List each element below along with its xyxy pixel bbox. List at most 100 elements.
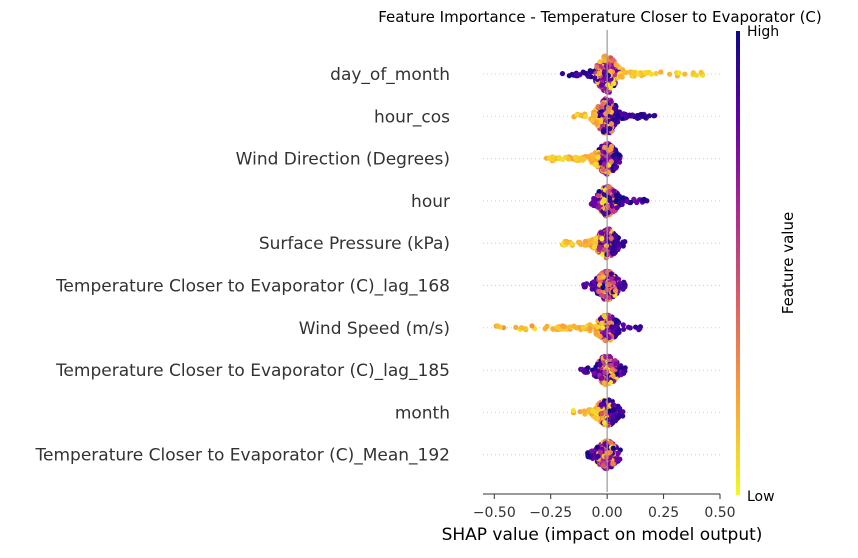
shap-point — [601, 380, 608, 386]
feature-label: Temperature Closer to Evaporator (C)_lag… — [55, 277, 450, 297]
shap-point — [564, 239, 570, 246]
shap-point — [610, 280, 617, 286]
x-tick-label: 0.00 — [592, 505, 623, 521]
shap-point — [594, 415, 601, 422]
shap-point — [610, 244, 616, 251]
shap-point — [599, 292, 605, 298]
shap-point — [620, 241, 626, 247]
shap-point — [610, 407, 616, 413]
shap-point — [615, 450, 621, 456]
shap-point — [638, 111, 644, 118]
shap-point — [580, 69, 586, 75]
shap-point — [613, 198, 619, 204]
shap-point — [651, 113, 657, 119]
shap-point — [595, 154, 601, 160]
shap-point — [623, 69, 629, 76]
shap-point — [610, 414, 616, 420]
shap-point — [602, 247, 608, 253]
shap-point — [600, 251, 606, 257]
shap-point — [570, 408, 577, 414]
shap-point — [608, 146, 614, 152]
shap-point — [592, 75, 598, 81]
shap-point — [529, 323, 535, 329]
shap-point — [590, 153, 596, 159]
shap-point — [560, 323, 566, 329]
shap-point — [605, 189, 611, 195]
shap-point — [610, 445, 616, 451]
shap-point — [642, 114, 648, 120]
shap-point — [613, 165, 619, 171]
chart-title: Feature Importance - Temperature Closer … — [378, 8, 822, 26]
shap-point — [595, 453, 601, 459]
shap-point — [646, 113, 652, 119]
shap-point — [596, 244, 603, 250]
shap-point — [495, 323, 501, 329]
shap-point — [594, 64, 600, 70]
shap-point — [620, 322, 626, 328]
shap-point — [589, 448, 595, 454]
shap-point — [598, 119, 604, 125]
shap-point — [615, 456, 622, 462]
shap-point — [620, 409, 626, 415]
shap-point — [606, 315, 612, 321]
shap-point — [587, 325, 593, 332]
shap-point — [603, 63, 610, 69]
shap-point — [559, 71, 566, 77]
shap-point — [648, 71, 655, 77]
shap-point — [622, 111, 629, 117]
shap-point — [594, 444, 600, 450]
shap-point — [600, 462, 606, 468]
feature-label: Wind Direction (Degrees) — [236, 150, 450, 170]
shap-point — [608, 98, 614, 105]
feature-label: hour — [411, 192, 450, 212]
shap-point — [602, 197, 608, 203]
shap-point — [612, 240, 619, 246]
shap-point — [572, 154, 578, 160]
x-tick-label: 0.50 — [704, 505, 735, 521]
shap-point — [554, 324, 560, 330]
feature-label: Surface Pressure (kPa) — [259, 234, 450, 254]
shap-point — [597, 59, 603, 65]
shap-point — [520, 325, 526, 331]
shap-point — [605, 227, 611, 233]
shap-point — [596, 288, 602, 294]
shap-point — [610, 328, 616, 334]
shap-point — [609, 418, 616, 424]
feature-label: month — [395, 403, 450, 423]
shap-point — [585, 73, 591, 79]
shap-point — [607, 126, 613, 132]
shap-point — [611, 188, 617, 194]
shap-point — [608, 235, 614, 241]
x-tick-label: 0.25 — [648, 505, 679, 521]
shap-point — [582, 113, 589, 119]
shap-point — [590, 199, 596, 205]
shap-point — [619, 201, 625, 207]
shap-point — [599, 236, 605, 242]
shap-point — [591, 279, 597, 285]
shap-point — [611, 80, 617, 87]
shap-point — [596, 71, 603, 77]
shap-point — [641, 196, 647, 202]
shap-point — [597, 333, 603, 339]
shap-point — [609, 249, 615, 255]
x-axis-label: SHAP value (impact on model output) — [442, 525, 763, 545]
shap-point — [585, 452, 591, 458]
shap-point — [608, 159, 614, 165]
colorbar-high-label: High — [747, 24, 779, 40]
shap-point — [578, 241, 584, 248]
shap-point — [591, 370, 597, 376]
shap-point — [593, 331, 599, 337]
shap-point — [601, 211, 608, 217]
shap-point — [621, 370, 627, 376]
shap-point — [599, 320, 605, 326]
shap-point — [621, 326, 627, 332]
shap-point — [653, 70, 659, 77]
shap-point — [642, 70, 649, 76]
shap-point — [589, 118, 595, 124]
shap-point — [593, 121, 600, 127]
shap-point — [600, 274, 606, 280]
shap-point — [595, 193, 601, 199]
shap-point — [582, 242, 588, 248]
shap-point — [615, 113, 621, 119]
shap-point — [595, 324, 601, 330]
